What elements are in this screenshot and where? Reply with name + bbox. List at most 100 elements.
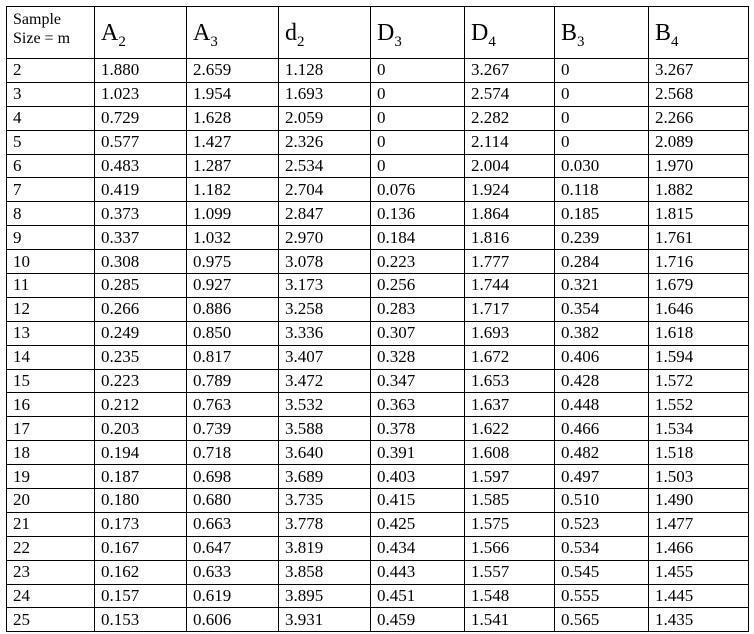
table-row: 12 0.266 0.886 3.258 0.283 1.717 0.354 1.646 (6, 296, 749, 322)
factor-value-cell: 3.895 (278, 583, 371, 609)
factor-value-cell: 1.864 (464, 201, 555, 227)
factor-value-cell: 1.637 (464, 392, 555, 418)
factor-value-cell: 1.099 (186, 201, 279, 227)
factor-value-cell: 0.136 (370, 201, 465, 227)
table-row: 21 0.173 0.663 3.778 0.425 1.575 0.523 1.477 (6, 511, 749, 537)
factor-value-cell: 2.704 (278, 177, 371, 203)
factor-value-cell: 0.545 (554, 559, 649, 585)
factor-value-cell: 0.153 (94, 607, 187, 633)
factor-value-cell: 0.284 (554, 249, 649, 275)
column-header-subscript: 4 (671, 33, 679, 50)
factor-value-cell: 1.882 (648, 177, 749, 203)
factor-value-cell: 3.472 (278, 368, 371, 394)
factor-value-cell: 1.518 (648, 440, 749, 466)
factor-value-cell: 0.419 (94, 177, 187, 203)
factor-value-cell: 2.574 (464, 81, 555, 107)
factor-value-cell: 3.258 (278, 296, 371, 322)
factor-value-cell: 1.679 (648, 273, 749, 298)
factor-value-cell: 0.185 (554, 201, 649, 227)
table-row: 16 0.212 0.763 3.532 0.363 1.637 0.448 1.552 (6, 392, 749, 418)
factor-value-cell: 0.451 (370, 583, 465, 609)
factor-value-cell: 0.466 (554, 416, 649, 442)
factor-value-cell: 0.555 (554, 583, 649, 609)
factor-value-cell: 0.194 (94, 440, 187, 466)
factor-value-cell: 0.212 (94, 392, 187, 418)
factor-value-cell: 0.565 (554, 607, 649, 633)
factor-value-cell: 0.459 (370, 607, 465, 633)
factor-value-cell: 0.076 (370, 177, 465, 203)
factor-value-cell: 0.577 (94, 129, 187, 155)
factor-value-cell: 1.435 (648, 607, 749, 633)
table-row: 25 0.153 0.606 3.931 0.459 1.541 0.565 1.435 (6, 607, 749, 633)
column-header-symbol: d (285, 19, 297, 46)
factor-value-cell: 1.693 (464, 320, 555, 346)
sample-size-cell: 2 (6, 58, 95, 83)
sample-size-cell: 17 (6, 416, 95, 442)
factor-value-cell: 3.407 (278, 344, 371, 370)
factor-value-cell: 0.308 (94, 249, 187, 275)
factor-value-cell: 3.689 (278, 464, 371, 490)
factor-value-cell: 3.778 (278, 511, 371, 537)
factor-value-cell: 0.975 (186, 249, 279, 275)
factor-value-cell: 0 (370, 81, 465, 107)
factor-value-cell: 0 (370, 58, 465, 83)
factor-value-cell: 1.594 (648, 344, 749, 370)
sample-size-cell: 4 (6, 105, 95, 131)
factor-value-cell: 1.816 (464, 225, 555, 251)
factor-value-cell: 1.128 (278, 58, 371, 83)
factor-value-cell: 1.566 (464, 535, 555, 561)
sample-size-cell: 15 (6, 368, 95, 394)
sample-size-cell: 11 (6, 273, 95, 298)
factor-value-cell: 0.285 (94, 273, 187, 298)
factor-value-cell: 1.628 (186, 105, 279, 131)
factor-value-cell: 0.321 (554, 273, 649, 298)
factor-value-cell: 1.466 (648, 535, 749, 561)
factor-value-cell: 0.718 (186, 440, 279, 466)
factor-value-cell: 3.267 (648, 58, 749, 83)
factor-value-cell: 1.653 (464, 368, 555, 394)
factor-value-cell: 0.187 (94, 464, 187, 490)
table-row: 11 0.285 0.927 3.173 0.256 1.744 0.321 1.679 (6, 273, 749, 298)
factor-value-cell: 1.552 (648, 392, 749, 418)
factor-value-cell: 1.572 (648, 368, 749, 394)
factor-value-cell: 1.541 (464, 607, 555, 633)
factor-value-cell: 0 (554, 81, 649, 107)
factor-value-cell: 1.880 (94, 58, 187, 83)
factor-value-cell: 0.698 (186, 464, 279, 490)
column-header-symbol: A (101, 19, 119, 46)
column-header-symbol: A (193, 19, 211, 46)
factor-value-cell: 1.761 (648, 225, 749, 251)
factor-value-cell: 1.597 (464, 464, 555, 490)
factor-value-cell: 0.337 (94, 225, 187, 251)
factor-value-cell: 2.114 (464, 129, 555, 155)
factor-value-cell: 0.403 (370, 464, 465, 490)
factor-value-cell: 2.266 (648, 105, 749, 131)
factor-value-cell: 0.523 (554, 511, 649, 537)
sample-size-cell: 24 (6, 583, 95, 609)
factor-value-cell: 1.575 (464, 511, 555, 537)
column-header-subscript: 3 (394, 33, 402, 50)
factor-value-cell: 1.618 (648, 320, 749, 346)
factor-value-cell: 1.534 (648, 416, 749, 442)
sample-size-cell: 25 (6, 607, 95, 633)
factor-value-cell: 0 (370, 129, 465, 155)
factor-value-cell: 0.510 (554, 488, 649, 513)
factor-value-cell: 1.455 (648, 559, 749, 585)
factor-value-cell: 0.162 (94, 559, 187, 585)
factor-value-cell: 0.817 (186, 344, 279, 370)
factor-value-cell: 0.850 (186, 320, 279, 346)
factor-value-cell: 2.004 (464, 153, 555, 179)
factor-value-cell: 0.789 (186, 368, 279, 394)
sample-size-cell: 13 (6, 320, 95, 346)
factor-value-cell: 0.391 (370, 440, 465, 466)
table-row: 13 0.249 0.850 3.336 0.307 1.693 0.382 1.618 (6, 320, 749, 346)
table-row: 22 0.167 0.647 3.819 0.434 1.566 0.534 1.466 (6, 535, 749, 561)
factor-value-cell: 0.927 (186, 273, 279, 298)
factor-value-cell: 2.847 (278, 201, 371, 227)
factor-value-cell: 1.182 (186, 177, 279, 203)
factor-value-cell: 0.347 (370, 368, 465, 394)
factor-value-cell: 0.256 (370, 273, 465, 298)
factor-value-cell: 0.223 (370, 249, 465, 275)
factor-value-cell: 0.118 (554, 177, 649, 203)
factor-value-cell: 0.619 (186, 583, 279, 609)
